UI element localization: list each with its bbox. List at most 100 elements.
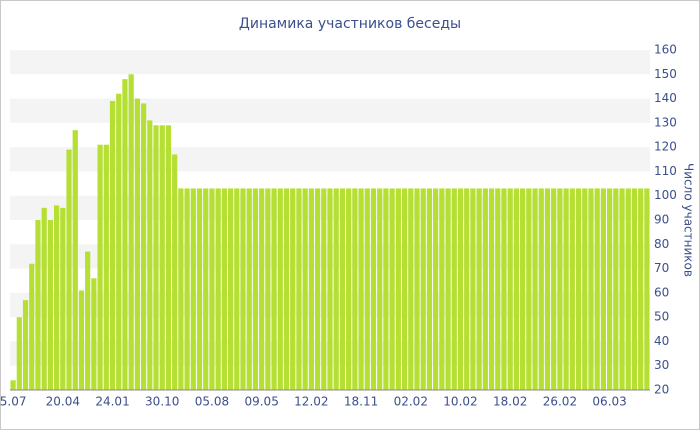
bar xyxy=(631,188,638,390)
bar xyxy=(22,300,29,390)
bar xyxy=(60,207,66,390)
bar xyxy=(370,188,377,390)
bar xyxy=(10,380,16,390)
y-tick-label: 150 xyxy=(654,67,677,81)
x-tick-label: 02.02 xyxy=(394,395,428,409)
bar xyxy=(327,188,333,390)
chart-title: Динамика участников беседы xyxy=(239,16,461,32)
bar xyxy=(420,188,426,390)
bar xyxy=(544,188,551,390)
y-tick-label: 40 xyxy=(654,334,669,348)
bar xyxy=(246,188,252,390)
bar xyxy=(513,188,520,390)
y-tick-label: 50 xyxy=(654,310,669,324)
bar xyxy=(47,220,53,390)
bar xyxy=(128,74,134,391)
bar xyxy=(184,188,190,390)
bar xyxy=(308,188,314,390)
bar xyxy=(401,188,408,390)
bar xyxy=(234,188,240,390)
bar xyxy=(283,188,290,390)
bar xyxy=(346,188,352,390)
x-tick-label: 5.07 xyxy=(0,395,26,409)
bar xyxy=(122,79,128,391)
x-tick-label: 26.02 xyxy=(543,395,577,409)
bar xyxy=(557,188,563,390)
bar xyxy=(495,188,501,390)
bar xyxy=(172,154,178,390)
bar xyxy=(526,188,532,390)
bar xyxy=(16,317,22,390)
bar xyxy=(464,188,470,390)
y-tick-label: 20 xyxy=(654,383,669,397)
bar xyxy=(569,188,575,390)
bar xyxy=(240,188,246,390)
x-tick-label: 24.01 xyxy=(95,395,129,409)
bar xyxy=(296,188,302,390)
x-tick-label: 18.11 xyxy=(344,395,378,409)
bar xyxy=(271,188,277,390)
bar xyxy=(66,149,72,390)
y-tick-label: 130 xyxy=(654,115,677,129)
bar xyxy=(638,188,644,390)
x-tick-label: 05.08 xyxy=(195,395,229,409)
bar xyxy=(538,188,544,390)
bar xyxy=(501,188,507,390)
y-tick-label: 30 xyxy=(654,358,669,372)
bar xyxy=(476,188,482,390)
bar xyxy=(259,188,265,390)
bar xyxy=(196,188,203,390)
bar xyxy=(153,125,159,391)
bar xyxy=(134,98,140,391)
bar xyxy=(563,188,569,390)
x-tick-label: 12.02 xyxy=(294,395,328,409)
y-tick-label: 120 xyxy=(654,140,677,154)
bar xyxy=(607,188,613,390)
y-tick-label: 90 xyxy=(654,213,669,227)
bar xyxy=(97,144,103,390)
y-tick-label: 80 xyxy=(654,237,669,251)
bar xyxy=(426,188,433,390)
bar xyxy=(277,188,283,390)
x-tick-label: 06.03 xyxy=(592,395,626,409)
bar xyxy=(482,188,488,390)
bar xyxy=(321,188,327,390)
bar xyxy=(377,188,383,390)
bar xyxy=(588,188,594,390)
bar xyxy=(383,188,389,390)
y-tick-label: 140 xyxy=(654,91,677,105)
bar xyxy=(408,188,414,390)
bar xyxy=(613,188,619,390)
bar xyxy=(252,188,259,390)
bar xyxy=(314,188,321,390)
grid-band xyxy=(10,50,650,75)
y-tick-label: 160 xyxy=(654,43,677,57)
bar xyxy=(190,188,196,390)
y-tick-label: 100 xyxy=(654,188,677,202)
bar xyxy=(215,188,221,390)
bar xyxy=(85,251,91,390)
bar xyxy=(72,130,78,390)
x-tick-label: 09.05 xyxy=(244,395,278,409)
bar xyxy=(445,188,451,390)
bar xyxy=(352,188,358,390)
bar xyxy=(41,207,47,390)
bar xyxy=(439,188,445,390)
bar xyxy=(209,188,215,390)
bar xyxy=(358,188,364,390)
bar xyxy=(470,188,476,390)
bar xyxy=(575,188,582,390)
bar xyxy=(389,188,395,390)
bar xyxy=(600,188,607,390)
bar xyxy=(35,220,41,390)
bar xyxy=(103,144,109,390)
bar xyxy=(433,188,439,390)
bar xyxy=(451,188,457,390)
bar xyxy=(551,188,557,390)
bar xyxy=(488,188,495,390)
x-tick-label: 20.04 xyxy=(46,395,80,409)
bar xyxy=(178,188,184,390)
bar xyxy=(520,188,526,390)
bar xyxy=(644,188,650,390)
